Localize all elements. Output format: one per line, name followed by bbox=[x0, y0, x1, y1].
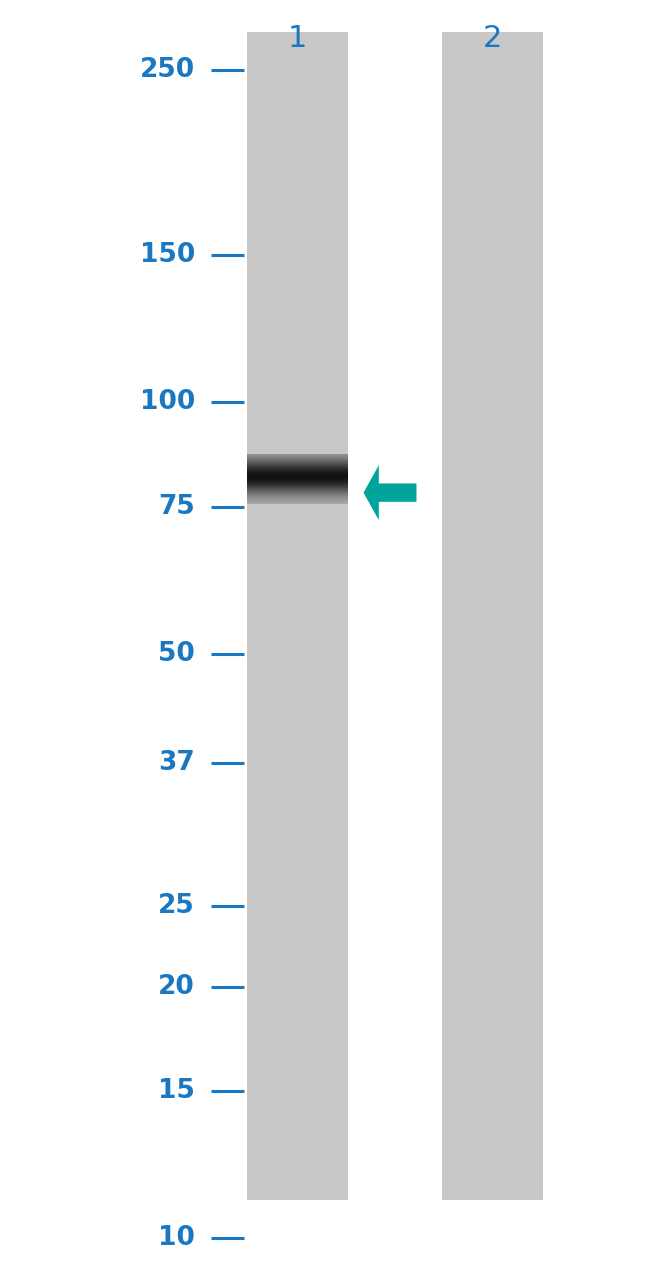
Text: 250: 250 bbox=[140, 57, 195, 83]
Text: 100: 100 bbox=[140, 390, 195, 415]
Bar bbox=[442, 32, 543, 1200]
Text: 2: 2 bbox=[483, 24, 502, 52]
Bar bbox=[247, 32, 348, 1200]
Text: 10: 10 bbox=[158, 1226, 195, 1251]
Text: 50: 50 bbox=[158, 641, 195, 667]
Text: 15: 15 bbox=[158, 1078, 195, 1104]
Text: 150: 150 bbox=[140, 243, 195, 268]
Text: 20: 20 bbox=[158, 974, 195, 999]
Text: 25: 25 bbox=[158, 893, 195, 918]
Text: 75: 75 bbox=[158, 494, 195, 519]
Text: 37: 37 bbox=[158, 751, 195, 776]
Text: 1: 1 bbox=[288, 24, 307, 52]
